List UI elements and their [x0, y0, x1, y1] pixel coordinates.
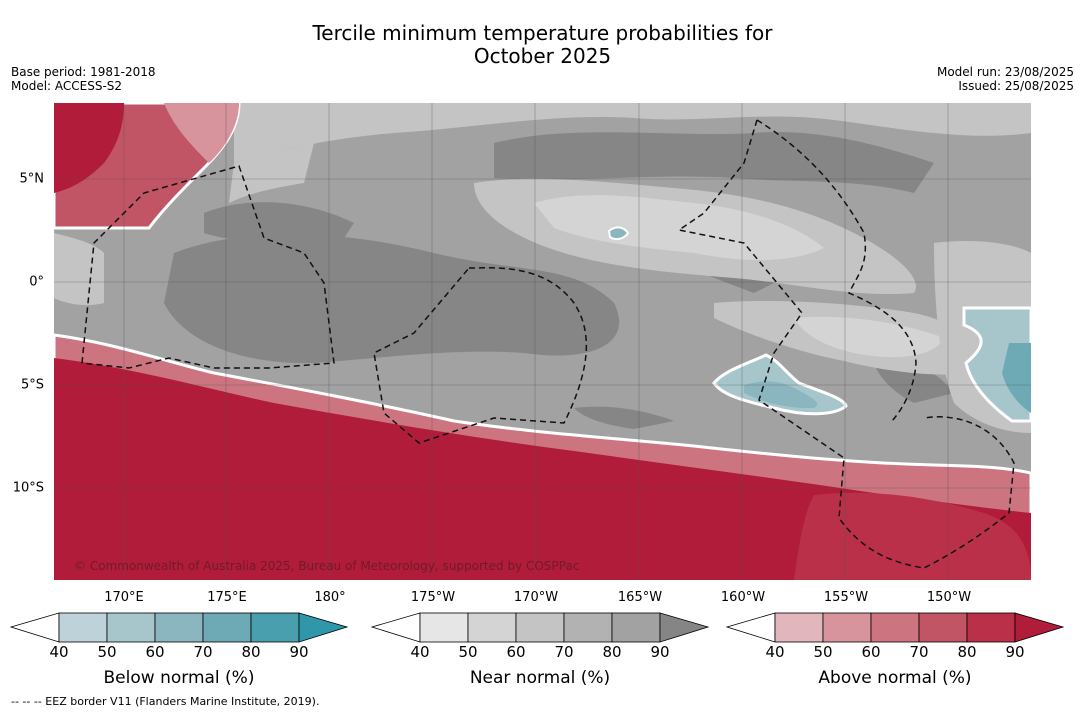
colorbar-tick-label: 60 [861, 643, 881, 661]
colorbar-segment [419, 612, 469, 643]
graticule [54, 103, 1031, 580]
near-normal-80-zone [574, 406, 674, 429]
eez-borders [81, 119, 1015, 569]
colorbar-segment [106, 612, 156, 643]
colorbar-tick-label: 40 [410, 643, 430, 661]
colorbar-tick-label: 60 [145, 643, 165, 661]
colorbar-tick-label: 90 [289, 643, 309, 661]
model-run: Model run: 23/08/2025 [936, 65, 1074, 79]
colorbar-tick-label: 40 [765, 643, 785, 661]
below-normal-east-core [1002, 343, 1031, 413]
lon-label-170w: 170°W [513, 590, 559, 605]
colorbar-under-triangle [371, 612, 421, 643]
above-normal-title: Above normal (%) [818, 668, 972, 688]
colorbar-segment [918, 612, 968, 643]
near-normal-50-zone [794, 316, 944, 358]
colorbar-tick-label: 50 [813, 643, 833, 661]
issued-date: Issued: 25/08/2025 [958, 79, 1074, 93]
above-normal-northwest-light [164, 103, 239, 163]
lon-label-175e: 175°E [207, 590, 247, 605]
near-normal-60-zone [229, 143, 314, 203]
colorbar-under-triangle [726, 612, 776, 643]
near-normal-80-zone [494, 132, 934, 193]
lon-label-170e: 170°E [104, 590, 144, 605]
colorbar-segment [250, 612, 300, 643]
map-title-line-1: Tercile minimum temperature probabilitie… [312, 21, 773, 45]
colorbar-tick-label: 70 [554, 643, 574, 661]
colorbar-segment [774, 612, 824, 643]
colorbar-tick-label: 90 [1005, 643, 1025, 661]
map-title-line-2: October 2025 [473, 44, 612, 68]
colorbar-under-triangle [10, 612, 60, 643]
model-name: Model: ACCESS-S2 [11, 79, 123, 93]
near-normal-60-zone [54, 233, 104, 306]
colorbar-tick-label: 50 [458, 643, 478, 661]
colorbar-tick-label: 70 [909, 643, 929, 661]
below-normal-title: Below normal (%) [103, 668, 255, 688]
near-normal-80-zone [164, 234, 620, 364]
lat-label-10s: 10°S [12, 480, 44, 496]
colorbar-tick-label: 80 [602, 643, 622, 661]
near-normal-50-zone [534, 195, 824, 260]
above-normal-south-core [54, 358, 1031, 580]
near-normal-80-zone [204, 202, 354, 253]
colorbar-tick-label: 40 [49, 643, 69, 661]
eez-footnote: -- -- -- EEZ border V11 (Flanders Marine… [11, 695, 320, 708]
lon-label-155w: 155°W [823, 590, 869, 605]
lon-label-165w: 165°W [617, 590, 663, 605]
colorbar-tick-label: 90 [650, 643, 670, 661]
lat-label-5s: 5°S [20, 377, 44, 393]
below-normal-small-patch [607, 226, 630, 241]
colorbar-segment [467, 612, 517, 643]
lon-label-180: 180° [314, 590, 346, 605]
colorbar-segment [966, 612, 1016, 643]
colorbar-over-triangle [1014, 612, 1065, 643]
above-normal-south-mid [794, 492, 1031, 580]
colorbar-tick-label: 70 [193, 643, 213, 661]
above-normal-colorbar [726, 612, 1065, 643]
colorbar-segment [563, 612, 613, 643]
base-period: Base period: 1981-2018 [11, 65, 156, 79]
probability-map [54, 103, 1031, 580]
near-normal-title: Near normal (%) [469, 668, 611, 688]
colorbar-tick-label: 80 [241, 643, 261, 661]
colorbar-segment [870, 612, 920, 643]
colorbar-tick-label: 80 [957, 643, 977, 661]
colorbar-segment [154, 612, 204, 643]
meta-left: Base period: 1981-2018 Model: ACCESS-S2 [11, 65, 156, 93]
copyright-notice: © Commonwealth of Australia 2025, Bureau… [74, 559, 580, 573]
lon-label-150w: 150°W [926, 590, 972, 605]
lon-label-175w: 175°W [410, 590, 456, 605]
colorbar-tick-label: 60 [506, 643, 526, 661]
meta-right: Model run: 23/08/2025 Issued: 25/08/2025 [937, 65, 1074, 93]
colorbar-over-triangle [659, 612, 710, 643]
above-normal-northwest-core [54, 103, 124, 193]
colorbar-segment [58, 612, 108, 643]
lat-label-0: 0° [29, 274, 44, 290]
colorbar-segment [202, 612, 252, 643]
near-normal-colorbar [371, 612, 710, 643]
colorbar-segment [515, 612, 565, 643]
near-normal-60-zone [234, 103, 1031, 163]
lat-label-5n: 5°N [19, 171, 45, 187]
lon-label-160w: 160°W [720, 590, 766, 605]
below-normal-colorbar [10, 612, 349, 643]
colorbar-segment [822, 612, 872, 643]
colorbar-over-triangle [298, 612, 349, 643]
colorbar-tick-label: 50 [97, 643, 117, 661]
colorbar-segment [611, 612, 661, 643]
